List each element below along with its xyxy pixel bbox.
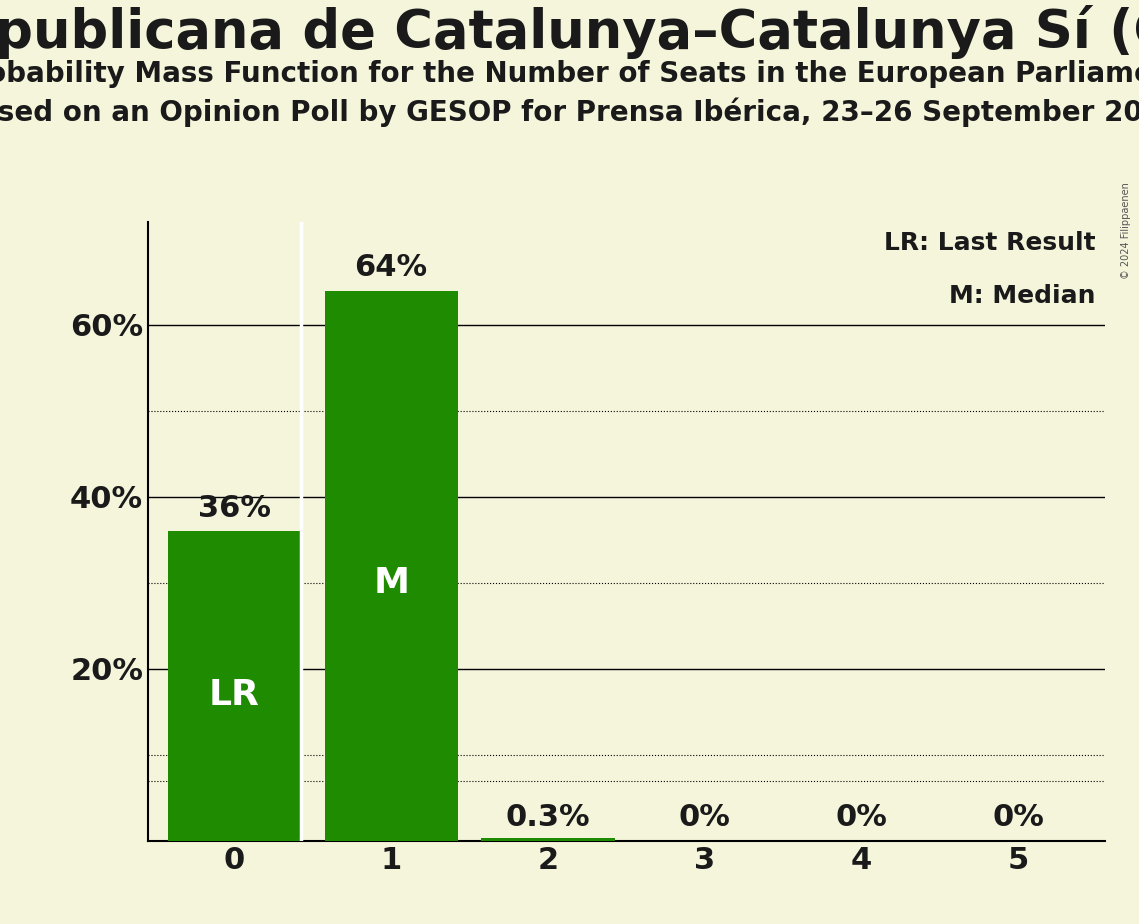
- Text: LR: Last Result: LR: Last Result: [884, 231, 1096, 255]
- Text: 0.3%: 0.3%: [506, 803, 590, 833]
- Text: LR: LR: [208, 677, 260, 711]
- Text: M: Median: M: Median: [949, 284, 1096, 308]
- Text: 0%: 0%: [836, 803, 887, 833]
- Text: M: M: [374, 565, 409, 600]
- Text: © 2024 Filippaenen: © 2024 Filippaenen: [1121, 183, 1131, 279]
- Text: Probability Mass Function for the Number of Seats in the European Parliament: Probability Mass Function for the Number…: [0, 60, 1139, 88]
- Text: Based on an Opinion Poll by GESOP for Prensa Ibérica, 23–26 September 2024: Based on an Opinion Poll by GESOP for Pr…: [0, 97, 1139, 127]
- Text: 0%: 0%: [679, 803, 731, 833]
- Bar: [325, 290, 458, 841]
- Text: uerra Republicana de Catalunya–Catalunya Sí (Greens/E: uerra Republicana de Catalunya–Catalunya…: [0, 5, 1139, 58]
- Text: 36%: 36%: [198, 493, 271, 523]
- Bar: [167, 531, 301, 841]
- Text: 64%: 64%: [354, 253, 428, 282]
- Text: 0%: 0%: [992, 803, 1044, 833]
- Bar: [482, 838, 615, 841]
